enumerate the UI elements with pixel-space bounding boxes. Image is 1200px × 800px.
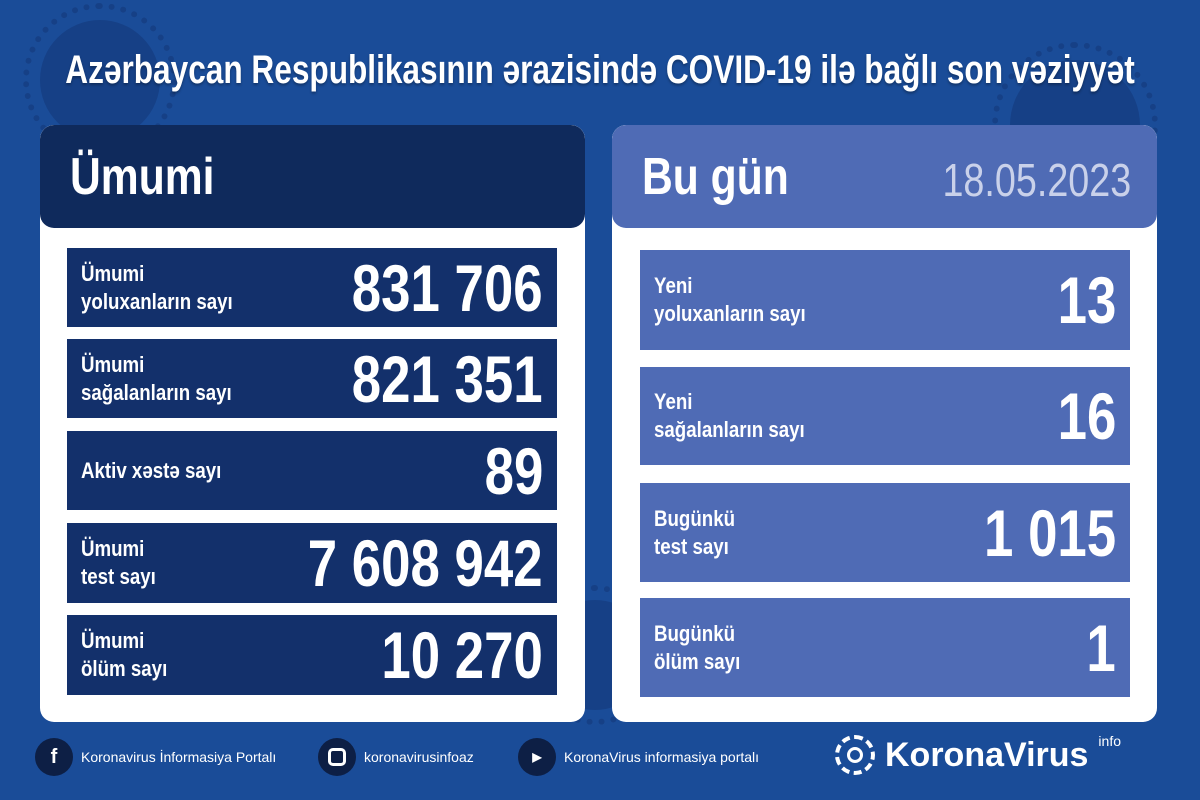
row-value: 89 [484,433,543,508]
today-row: Yeni yoluxanların sayı 13 [640,250,1130,350]
page-title: Azərbaycan Respublikasının ərazisində CO… [65,48,1135,92]
row-label: Bugünkü ölüm sayı [654,620,741,674]
brand-name: KoronaVirus [885,735,1089,774]
total-heading: Ümumi [70,148,215,206]
virus-decoration-icon [23,3,177,157]
total-header: Ümumi [40,125,585,228]
facebook-link[interactable]: f Koronavirus İnformasiya Portalı [35,738,276,776]
row-value: 821 351 [352,341,543,416]
total-row: Ümumi ölüm sayı 10 270 [67,615,557,695]
row-label: Aktiv xəstə sayı [81,457,222,483]
row-value: 16 [1057,379,1116,453]
instagram-link[interactable]: koronavirusinfoaz [318,738,474,776]
youtube-icon: ▶ [518,738,556,776]
today-header: Bu gün 18.05.2023 [612,125,1157,228]
total-card: Ümumi Ümumi yoluxanların sayı 831 706 Ümu… [40,125,585,722]
today-card: Bu gün 18.05.2023 Yeni yoluxanların sayı… [612,125,1157,722]
row-label: Ümumi sağalanların sayı [81,351,232,405]
youtube-text: KoronaVirus informasiya portalı [564,749,760,765]
today-row: Yeni sağalanların sayı 16 [640,367,1130,465]
brand-sup: info [1098,733,1121,749]
row-label: Ümumi ölüm sayı [81,628,168,681]
row-label: Ümumi yoluxanların sayı [81,260,233,314]
row-label: Yeni sağalanların sayı [654,389,805,442]
row-label: Yeni yoluxanların sayı [654,273,806,326]
facebook-text: Koronavirus İnformasiya Portalı [81,749,277,765]
row-value: 10 270 [381,618,544,692]
brand-logo: KoronaVirus info [835,733,1121,775]
sun-logo-icon [835,735,875,775]
report-date: 18.05.2023 [942,154,1131,206]
facebook-icon: f [35,738,73,776]
row-label: Ümumi test sayı [81,536,156,589]
row-value: 831 706 [352,250,543,325]
row-value: 1 [1086,610,1116,685]
youtube-link[interactable]: ▶ KoronaVirus informasiya portalı [518,738,759,776]
total-row: Aktiv xəstə sayı 89 [67,431,557,510]
instagram-icon [318,738,356,776]
instagram-text: koronavirusinfoaz [364,749,474,765]
total-row: Ümumi test sayı 7 608 942 [67,523,557,603]
total-row: Ümumi sağalanların sayı 821 351 [67,339,557,418]
row-value: 1 015 [983,495,1116,570]
today-heading: Bu gün [642,148,789,206]
row-value: 13 [1057,263,1116,337]
today-row: Bugünkü ölüm sayı 1 [640,598,1130,697]
row-value: 7 608 942 [308,526,543,600]
row-label: Bugünkü test sayı [654,505,736,559]
today-row: Bugünkü test sayı 1 015 [640,483,1130,582]
total-row: Ümumi yoluxanların sayı 831 706 [67,248,557,327]
